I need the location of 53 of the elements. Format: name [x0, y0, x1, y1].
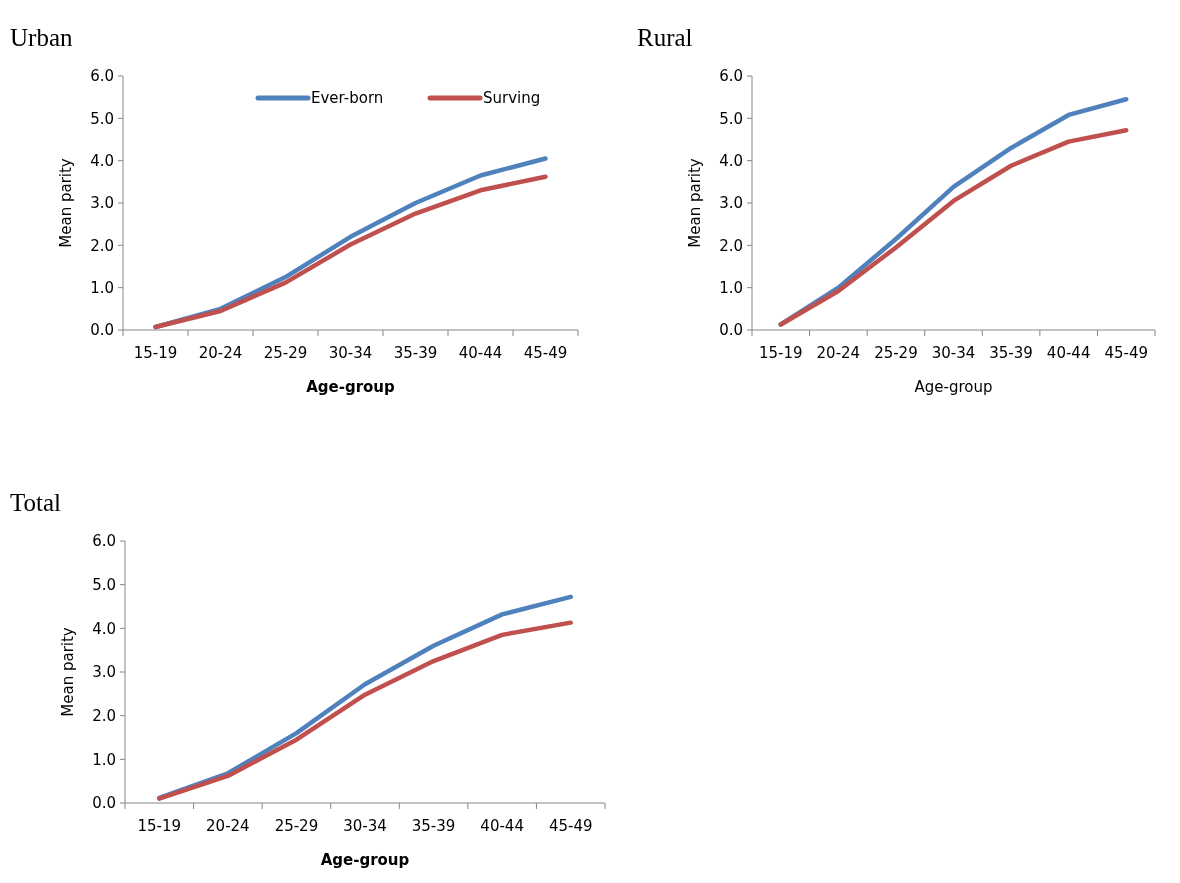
x-axis-title: Age-group — [914, 378, 993, 396]
y-tick-label: 5.0 — [719, 109, 743, 128]
x-tick-label: 25-29 — [874, 344, 918, 362]
y-tick-label: 3.0 — [92, 663, 116, 682]
x-axis-title: Age-group — [306, 378, 396, 396]
y-tick-label: 6.0 — [90, 67, 114, 86]
x-tick-label: 20-24 — [206, 817, 250, 835]
x-tick-label: 25-29 — [274, 817, 319, 835]
chart-title: Rural — [637, 24, 693, 51]
y-tick-label: 1.0 — [719, 278, 743, 297]
x-tick-label: 20-24 — [816, 344, 861, 362]
y-tick-label: 2.0 — [719, 236, 743, 255]
x-tick-label: 35-39 — [411, 817, 456, 835]
y-tick-label: 6.0 — [719, 67, 743, 86]
chart-title: Total — [10, 489, 62, 516]
y-tick-label: 3.0 — [90, 194, 114, 213]
x-tick-label: 30-34 — [343, 817, 387, 835]
y-tick-label: 4.0 — [719, 151, 743, 170]
y-tick-label: 6.0 — [92, 532, 116, 551]
y-tick-label: 5.0 — [90, 109, 114, 128]
x-tick-label: 25-29 — [263, 344, 308, 362]
y-tick-label: 1.0 — [90, 278, 114, 297]
x-tick-label: 35-39 — [393, 344, 438, 362]
x-tick-label: 45-49 — [1104, 344, 1149, 362]
x-tick-label: 35-39 — [989, 344, 1033, 362]
y-axis-title: Mean parity — [686, 158, 704, 248]
y-tick-label: 5.0 — [92, 575, 116, 594]
x-tick-label: 45-49 — [523, 344, 568, 362]
y-tick-label: 2.0 — [92, 706, 116, 725]
chart-title: Urban — [10, 24, 73, 51]
x-tick-label: 20-24 — [198, 344, 243, 362]
x-tick-label: 15-19 — [133, 344, 178, 362]
x-tick-label: 40-44 — [458, 344, 503, 362]
legend-label: Surving — [483, 89, 541, 108]
x-tick-label: 30-34 — [931, 344, 976, 362]
x-tick-label: 30-34 — [328, 344, 373, 362]
y-tick-label: 4.0 — [92, 619, 116, 638]
y-axis-title: Mean parity — [57, 158, 75, 248]
x-axis-title: Age-group — [320, 851, 410, 869]
y-tick-label: 3.0 — [719, 194, 743, 213]
y-tick-label: 1.0 — [92, 750, 116, 769]
x-tick-label: 45-49 — [548, 817, 593, 835]
y-tick-label: 0.0 — [719, 321, 743, 340]
y-tick-label: 2.0 — [90, 236, 114, 255]
x-tick-label: 40-44 — [480, 817, 524, 835]
y-tick-label: 0.0 — [90, 321, 114, 340]
y-axis-title: Mean parity — [59, 627, 77, 717]
x-tick-label: 40-44 — [1046, 344, 1091, 362]
y-tick-label: 0.0 — [92, 794, 116, 813]
y-tick-label: 4.0 — [90, 151, 114, 170]
x-tick-label: 15-19 — [758, 344, 803, 362]
x-tick-label: 15-19 — [137, 817, 182, 835]
legend-label: Ever-born — [311, 89, 384, 108]
